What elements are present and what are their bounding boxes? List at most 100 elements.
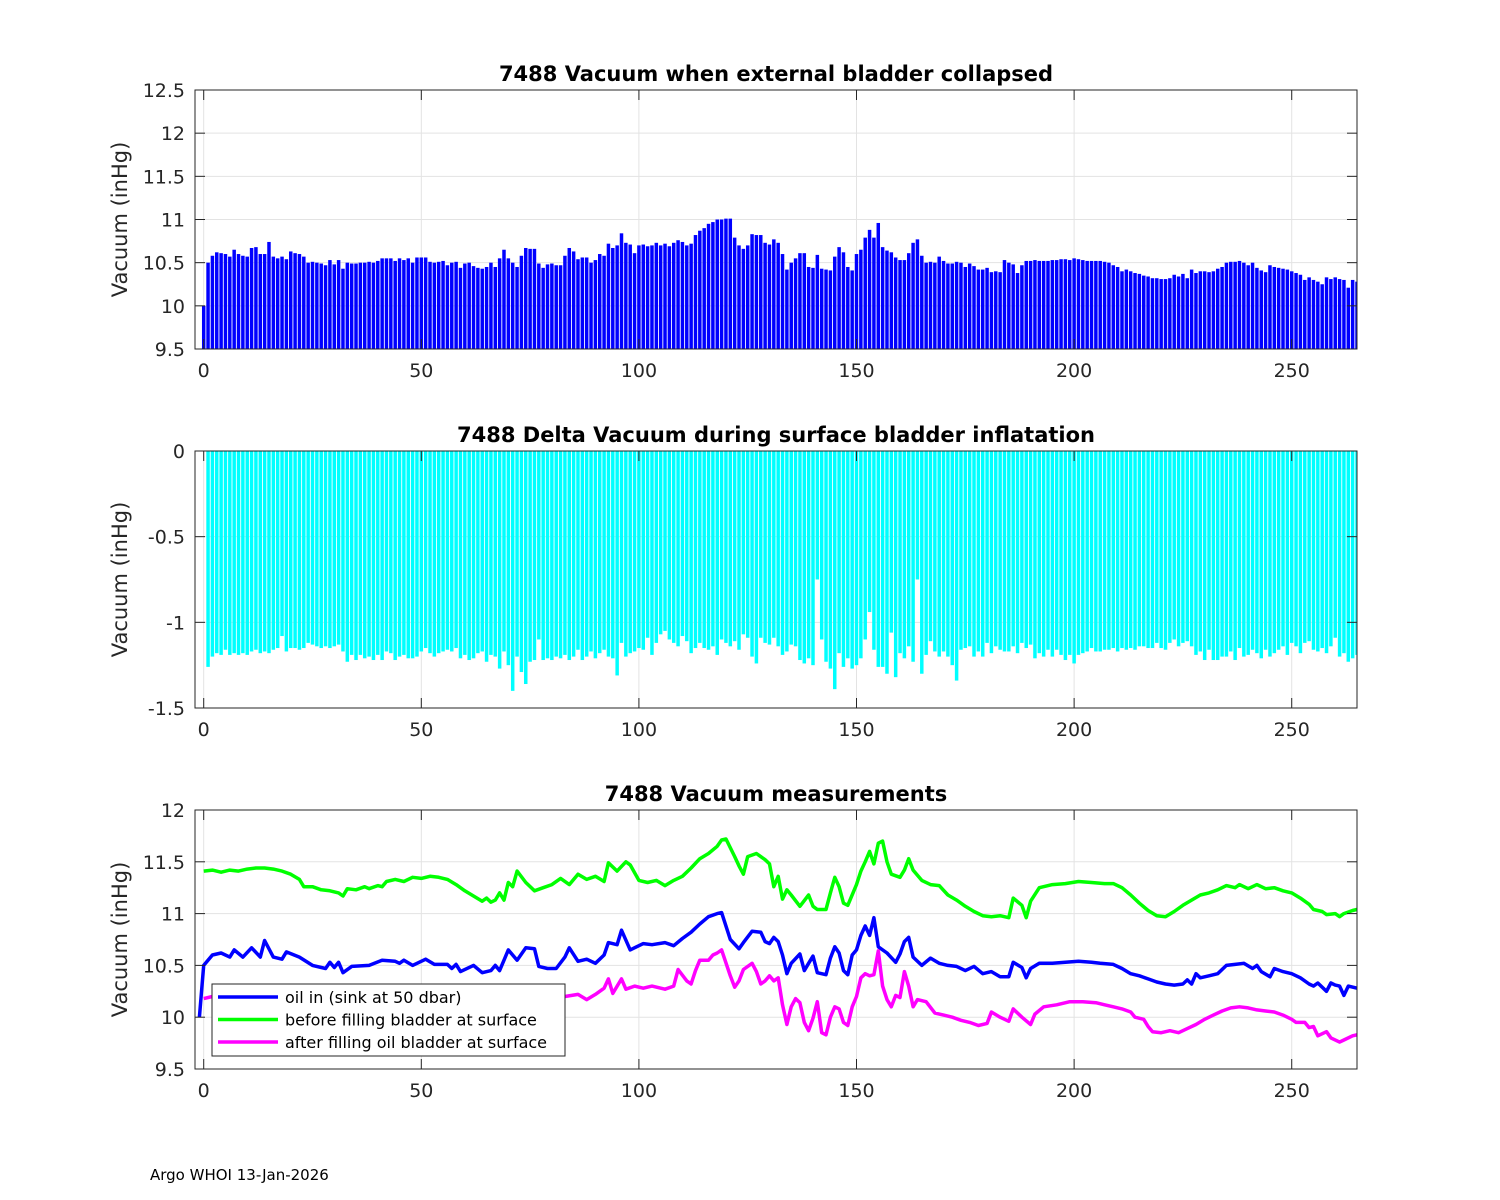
bar bbox=[1215, 451, 1220, 661]
bar bbox=[241, 451, 245, 654]
bar bbox=[937, 256, 941, 349]
bar bbox=[336, 451, 341, 645]
bar bbox=[1150, 451, 1155, 649]
bar bbox=[1181, 451, 1185, 643]
bar bbox=[1281, 451, 1285, 647]
bar bbox=[219, 451, 223, 655]
bar bbox=[963, 451, 968, 649]
bar bbox=[571, 451, 576, 657]
bar bbox=[297, 451, 302, 650]
bar bbox=[1115, 451, 1120, 652]
bar bbox=[1329, 279, 1333, 349]
bar bbox=[628, 451, 632, 654]
bar bbox=[863, 237, 867, 349]
bar bbox=[289, 451, 293, 649]
bar bbox=[959, 262, 963, 349]
bar bbox=[719, 451, 724, 640]
bar bbox=[563, 255, 567, 349]
bar bbox=[1237, 260, 1242, 349]
bar bbox=[1333, 277, 1337, 349]
bar bbox=[480, 451, 484, 652]
bar bbox=[1259, 451, 1263, 659]
bar bbox=[741, 451, 746, 635]
bar bbox=[1015, 273, 1020, 349]
bar bbox=[1289, 271, 1294, 349]
bar bbox=[236, 451, 241, 655]
bar bbox=[1094, 451, 1098, 652]
bar bbox=[1346, 451, 1351, 662]
bar bbox=[367, 451, 371, 657]
bar bbox=[1373, 451, 1376, 657]
bar bbox=[815, 254, 820, 349]
bar bbox=[436, 451, 441, 654]
y-tick-label: -0.5 bbox=[148, 527, 185, 549]
bar bbox=[576, 259, 580, 349]
bar bbox=[598, 451, 602, 654]
bar bbox=[1063, 259, 1068, 349]
bar bbox=[1255, 451, 1259, 654]
bar bbox=[1202, 451, 1207, 661]
bar bbox=[537, 263, 541, 349]
bar bbox=[1316, 281, 1320, 349]
bar bbox=[776, 451, 780, 647]
bar bbox=[806, 266, 811, 349]
bar bbox=[1194, 273, 1198, 349]
bar bbox=[554, 451, 558, 657]
bar bbox=[663, 451, 667, 631]
bar bbox=[880, 451, 885, 667]
bar bbox=[1142, 275, 1146, 349]
bar bbox=[1303, 279, 1307, 349]
bar bbox=[972, 451, 976, 657]
bar bbox=[306, 451, 310, 643]
bar bbox=[772, 451, 776, 638]
bar bbox=[1076, 451, 1081, 655]
bar bbox=[589, 262, 593, 349]
bar bbox=[1242, 262, 1246, 349]
bar bbox=[267, 241, 271, 349]
y-tick-label: 11 bbox=[161, 210, 185, 232]
bar bbox=[267, 451, 271, 654]
bar bbox=[893, 257, 898, 349]
bar bbox=[1215, 268, 1220, 349]
bar bbox=[1185, 278, 1190, 349]
bar bbox=[780, 254, 785, 349]
bar bbox=[1054, 451, 1059, 650]
bar bbox=[741, 248, 746, 349]
bar bbox=[1120, 271, 1124, 349]
bar bbox=[1120, 451, 1124, 649]
bar bbox=[1115, 266, 1120, 349]
bar bbox=[1128, 451, 1133, 649]
bar bbox=[859, 249, 863, 349]
bar bbox=[650, 451, 654, 655]
x-tick-label: 200 bbox=[1056, 719, 1092, 741]
bar bbox=[628, 244, 632, 349]
bar bbox=[284, 451, 289, 652]
bar bbox=[1037, 451, 1042, 654]
bar bbox=[972, 266, 976, 349]
bar bbox=[471, 266, 476, 349]
bar bbox=[1377, 451, 1380, 660]
bar bbox=[558, 451, 563, 659]
x-tick-label: 150 bbox=[838, 360, 874, 382]
bar bbox=[1041, 260, 1046, 349]
bar bbox=[889, 451, 894, 633]
bar bbox=[284, 259, 289, 349]
bar bbox=[606, 243, 611, 349]
bar bbox=[1320, 451, 1324, 649]
bar bbox=[1111, 265, 1116, 349]
y-tick-label: 10 bbox=[161, 296, 185, 318]
bar bbox=[450, 451, 454, 652]
bar bbox=[489, 262, 493, 349]
bar bbox=[1059, 259, 1063, 349]
bar bbox=[428, 451, 432, 654]
bar bbox=[867, 229, 872, 349]
bar bbox=[328, 260, 332, 349]
bar bbox=[798, 451, 802, 661]
bar bbox=[1294, 451, 1298, 647]
bar bbox=[1050, 260, 1055, 349]
bar bbox=[1028, 260, 1033, 349]
bar bbox=[380, 258, 384, 349]
bar bbox=[506, 258, 511, 349]
bar bbox=[1137, 273, 1142, 349]
bar bbox=[902, 451, 907, 659]
